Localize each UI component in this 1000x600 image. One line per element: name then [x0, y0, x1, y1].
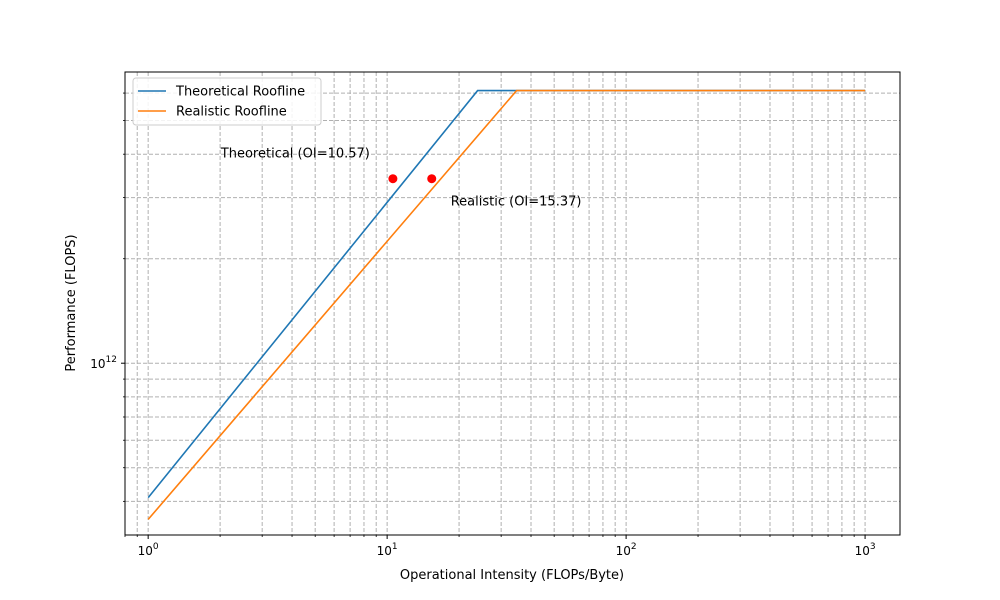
legend-label: Realistic Roofline: [176, 105, 287, 120]
plot-frame: [124, 71, 901, 536]
point-annotation: Realistic (OI=15.37): [451, 195, 582, 210]
highlight-points: Theoretical (OI=10.57) Realistic (OI=15.3…: [220, 147, 582, 210]
series-lines: [147, 89, 866, 520]
legend: Theoretical Roofline Realistic Roofline: [132, 77, 322, 126]
legend-label: Theoretical Roofline: [175, 85, 305, 100]
y-axis-label: Performance (FLOPS): [64, 234, 79, 371]
grid: [124, 72, 900, 535]
axis-ticks: 100 101 102 103 1012: [90, 92, 876, 558]
x-tick-label: 102: [616, 542, 637, 558]
x-tick-label: 101: [377, 542, 398, 558]
series-line-realistic: [147, 89, 866, 520]
y-tick-label: 1012: [90, 355, 117, 371]
x-axis-label: Operational Intensity (FLOPs/Byte): [400, 568, 624, 583]
x-tick-label: 103: [855, 542, 876, 558]
x-tick-label: 100: [138, 542, 159, 558]
point-annotation: Theoretical (OI=10.57): [220, 147, 370, 162]
legend-box: [132, 77, 322, 126]
highlight-point: [427, 174, 437, 184]
highlight-point: [388, 174, 398, 184]
